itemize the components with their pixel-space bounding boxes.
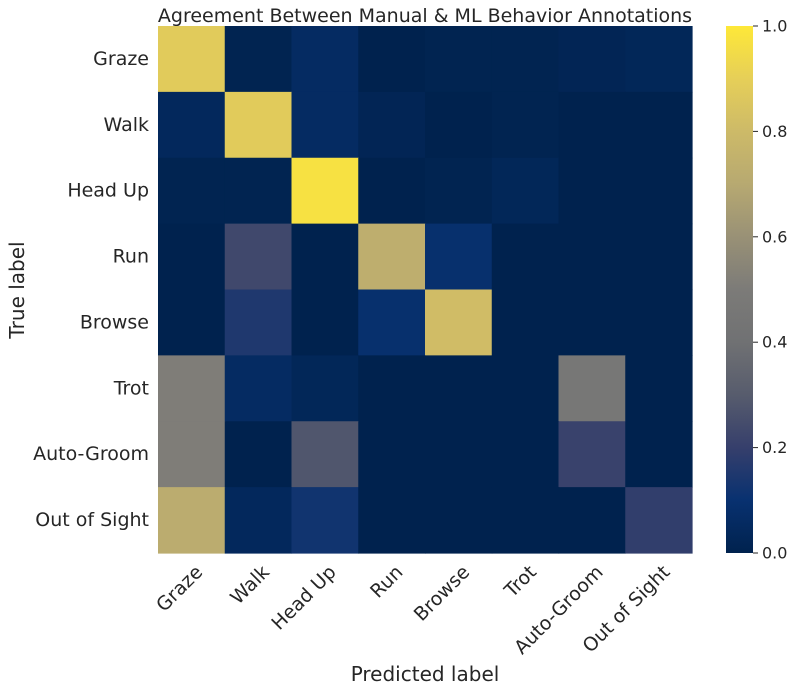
x-tick-label: Head Up [267, 561, 340, 634]
colorbar-tick-label: 0.2 [762, 438, 787, 457]
heatmap-cell [291, 91, 359, 159]
heatmap-cell [224, 91, 293, 159]
heatmap-cell [291, 487, 359, 554]
heatmap-cell [625, 421, 693, 488]
chart-title: Agreement Between Manual & ML Behavior A… [158, 5, 692, 27]
heatmap-cell [158, 355, 226, 422]
heatmap-cell [358, 157, 426, 225]
heatmap-cell [425, 421, 493, 488]
heatmap-cell [491, 91, 560, 159]
x-axis-label: Predicted label [351, 662, 500, 686]
heatmap-cell [358, 91, 426, 159]
heatmap-cell [625, 91, 693, 159]
heatmap-cell [558, 421, 626, 488]
heatmap-cell [425, 487, 493, 554]
heatmap-cell [625, 26, 693, 93]
heatmap-cell [158, 26, 226, 93]
heatmap-cell [625, 289, 693, 356]
heatmap-cell [158, 223, 226, 291]
heatmap-cell [358, 223, 426, 291]
heatmap-cell [625, 355, 693, 422]
x-tick-label: Run [366, 561, 407, 602]
heatmap-cell [358, 421, 426, 488]
heatmap-cell [558, 487, 626, 554]
colorbar-tick-label: 0.8 [762, 122, 787, 141]
colorbar-ticks: 0.0 0.2 0.4 0.6 0.8 1.0 [753, 17, 787, 563]
heatmap-cell [224, 421, 293, 488]
heatmap-cell [491, 421, 560, 488]
heatmap-cell [224, 355, 293, 422]
heatmap-cell [425, 355, 493, 422]
heatmap-cell [625, 487, 693, 554]
heatmap-cell [558, 223, 626, 291]
heatmap-cells [158, 26, 693, 554]
heatmap-cell [291, 157, 359, 225]
colorbar-tick-label: 0.6 [762, 227, 787, 246]
x-tick-label: Walk [226, 561, 274, 609]
heatmap-cell [558, 91, 626, 159]
heatmap-cell [491, 223, 560, 291]
heatmap-cell [558, 355, 626, 422]
heatmap-cell [224, 223, 293, 291]
y-tick-label: Head Up [67, 180, 149, 202]
heatmap-cell [158, 289, 226, 356]
heatmap-cell [291, 26, 359, 93]
heatmap-cell [158, 91, 226, 159]
x-tick-label: Trot [500, 561, 541, 602]
heatmap-cell [425, 223, 493, 291]
heatmap-cell [358, 355, 426, 422]
heatmap-cell [291, 421, 359, 488]
heatmap-cell [224, 289, 293, 356]
heatmap-cell [224, 487, 293, 554]
y-tick-label: Out of Sight [35, 509, 149, 531]
colorbar-tick-label: 1.0 [762, 17, 787, 36]
heatmap-cell [358, 289, 426, 356]
heatmap-cell [625, 223, 693, 291]
y-tick-label: Auto-Groom [33, 443, 149, 465]
y-tick-labels: Graze Walk Head Up Run Browse Trot Auto-Groom O… [33, 48, 149, 531]
heatmap-cell [158, 421, 226, 488]
heatmap-cell [491, 355, 560, 422]
heatmap-cell [425, 157, 493, 225]
x-tick-label: Browse [410, 561, 474, 625]
heatmap-cell [491, 289, 560, 356]
colorbar [726, 26, 753, 553]
y-tick-label: Run [113, 246, 149, 268]
heatmap-cell [558, 157, 626, 225]
y-tick-label: Browse [80, 311, 149, 333]
heatmap-cell [291, 355, 359, 422]
heatmap-cell [158, 487, 226, 554]
heatmap-cell [491, 157, 560, 225]
colorbar-tick-label: 0.4 [762, 333, 787, 352]
heatmap-cell [291, 289, 359, 356]
heatmap-cell [425, 289, 493, 356]
heatmap-cell [558, 289, 626, 356]
y-tick-label: Trot [113, 377, 149, 399]
heatmap-cell [224, 157, 293, 225]
heatmap-cell [358, 26, 426, 93]
heatmap-cell [291, 223, 359, 291]
y-tick-label: Graze [93, 48, 149, 70]
heatmap-cell [558, 26, 626, 93]
heatmap-cell [625, 157, 693, 225]
heatmap-cell [158, 157, 226, 225]
heatmap-cell [425, 91, 493, 159]
y-tick-label: Walk [104, 114, 150, 136]
heatmap-cell [425, 26, 493, 93]
colorbar-tick-label: 0.0 [762, 544, 787, 563]
heatmap-cell [358, 487, 426, 554]
heatmap-cell [491, 487, 560, 554]
heatmap-cell [491, 26, 560, 93]
heatmap-cell [224, 26, 293, 93]
y-axis-label: True label [5, 241, 29, 339]
x-tick-label: Graze [152, 561, 207, 616]
